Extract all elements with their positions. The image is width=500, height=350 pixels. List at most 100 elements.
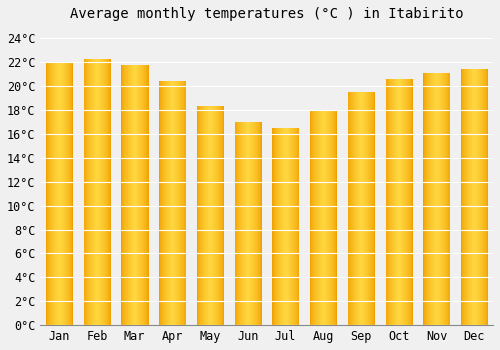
Bar: [202, 106, 203, 325]
Bar: [290, 128, 292, 325]
Bar: [106, 58, 108, 325]
Bar: [172, 81, 174, 325]
Bar: [146, 64, 147, 325]
Bar: [198, 106, 199, 325]
Bar: [272, 128, 273, 325]
Bar: [179, 81, 180, 325]
Bar: [124, 64, 125, 325]
Bar: [352, 92, 354, 325]
Bar: [371, 92, 372, 325]
Bar: [104, 58, 106, 325]
Bar: [321, 111, 322, 325]
Bar: [296, 128, 297, 325]
Bar: [176, 81, 177, 325]
Bar: [391, 79, 392, 325]
Bar: [320, 111, 321, 325]
Bar: [144, 64, 145, 325]
Bar: [390, 79, 391, 325]
Bar: [140, 64, 141, 325]
Bar: [435, 73, 436, 325]
Bar: [329, 111, 330, 325]
Bar: [204, 106, 205, 325]
Bar: [254, 122, 255, 325]
Bar: [201, 106, 202, 325]
Bar: [387, 79, 388, 325]
Bar: [98, 58, 100, 325]
Bar: [183, 81, 184, 325]
Bar: [484, 69, 486, 325]
Bar: [245, 122, 246, 325]
Bar: [108, 58, 109, 325]
Bar: [362, 92, 364, 325]
Bar: [322, 111, 323, 325]
Bar: [90, 58, 91, 325]
Bar: [181, 81, 182, 325]
Bar: [242, 122, 243, 325]
Bar: [278, 128, 279, 325]
Bar: [286, 128, 288, 325]
Bar: [474, 69, 476, 325]
Bar: [367, 92, 368, 325]
Bar: [246, 122, 247, 325]
Bar: [70, 62, 71, 325]
Bar: [444, 73, 445, 325]
Bar: [141, 64, 142, 325]
Bar: [349, 92, 350, 325]
Bar: [353, 92, 354, 325]
Bar: [260, 122, 261, 325]
Bar: [244, 122, 245, 325]
Bar: [123, 64, 124, 325]
Bar: [85, 58, 86, 325]
Bar: [277, 128, 278, 325]
Bar: [298, 128, 299, 325]
Bar: [462, 69, 463, 325]
Bar: [247, 122, 248, 325]
Bar: [397, 79, 398, 325]
Bar: [67, 62, 68, 325]
Bar: [60, 62, 61, 325]
Bar: [332, 111, 333, 325]
Bar: [364, 92, 365, 325]
Bar: [170, 81, 172, 325]
Bar: [294, 128, 296, 325]
Bar: [471, 69, 472, 325]
Bar: [428, 73, 430, 325]
Bar: [209, 106, 210, 325]
Bar: [142, 64, 143, 325]
Bar: [92, 58, 93, 325]
Bar: [133, 64, 134, 325]
Bar: [324, 111, 325, 325]
Bar: [406, 79, 408, 325]
Bar: [335, 111, 336, 325]
Bar: [128, 64, 129, 325]
Bar: [288, 128, 290, 325]
Bar: [424, 73, 426, 325]
Bar: [66, 62, 67, 325]
Bar: [68, 62, 69, 325]
Bar: [136, 64, 137, 325]
Bar: [122, 64, 123, 325]
Bar: [206, 106, 207, 325]
Bar: [240, 122, 242, 325]
Bar: [95, 58, 96, 325]
Bar: [215, 106, 216, 325]
Title: Average monthly temperatures (°C ) in Itabirito: Average monthly temperatures (°C ) in It…: [70, 7, 464, 21]
Bar: [160, 81, 161, 325]
Bar: [134, 64, 135, 325]
Bar: [199, 106, 200, 325]
Bar: [356, 92, 358, 325]
Bar: [482, 69, 484, 325]
Bar: [258, 122, 259, 325]
Bar: [333, 111, 334, 325]
Bar: [350, 92, 351, 325]
Bar: [180, 81, 181, 325]
Bar: [285, 128, 286, 325]
Bar: [207, 106, 208, 325]
Bar: [408, 79, 410, 325]
Bar: [331, 111, 332, 325]
Bar: [392, 79, 393, 325]
Bar: [87, 58, 88, 325]
Bar: [355, 92, 356, 325]
Bar: [132, 64, 133, 325]
Bar: [182, 81, 183, 325]
